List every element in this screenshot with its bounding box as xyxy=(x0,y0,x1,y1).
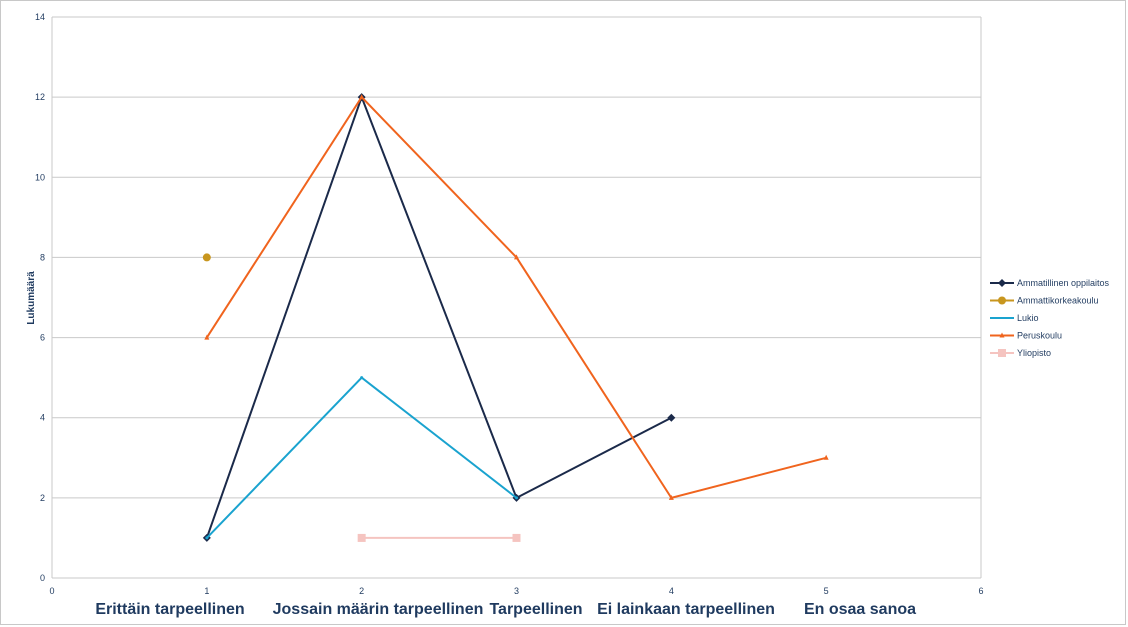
y-axis-label: Lukumäärä xyxy=(26,271,37,325)
series-group xyxy=(202,93,829,542)
category-label: Tarpeellinen xyxy=(489,601,582,618)
legend-item: Lukio xyxy=(990,313,1039,323)
series-lukio xyxy=(205,376,518,540)
legend-item: Peruskoulu xyxy=(990,331,1062,341)
x-axis-ticks: 0 1 2 3 4 5 6 xyxy=(49,586,983,596)
category-label: Jossain määrin tarpeellinen xyxy=(273,601,484,618)
legend-label: Lukio xyxy=(1017,313,1039,323)
data-point xyxy=(359,94,365,100)
y-tick-label: 14 xyxy=(35,12,45,22)
data-point xyxy=(514,254,519,260)
x-tick-label: 4 xyxy=(669,586,674,596)
data-point xyxy=(205,536,209,540)
y-tick-label: 4 xyxy=(40,413,45,423)
series-peruskoulu xyxy=(204,94,829,500)
x-tick-label: 0 xyxy=(49,586,54,596)
data-point xyxy=(823,454,829,460)
y-tick-label: 12 xyxy=(35,92,45,102)
legend-marker xyxy=(998,296,1006,305)
data-point xyxy=(515,496,518,500)
legend-item: Yliopisto xyxy=(990,348,1051,358)
series-ammattikorkeakoulu xyxy=(202,253,211,262)
data-point xyxy=(360,376,364,380)
data-point xyxy=(668,494,674,500)
data-point xyxy=(512,533,521,542)
y-tick-label: 2 xyxy=(40,493,45,503)
data-point xyxy=(204,334,210,340)
x-tick-label: 6 xyxy=(978,586,983,596)
data-point xyxy=(357,533,366,542)
data-point xyxy=(202,253,211,262)
legend: Ammatillinen oppilaitos Ammattikorkeakoul… xyxy=(990,278,1110,358)
data-point xyxy=(667,413,676,422)
series-line xyxy=(205,95,827,500)
series-line xyxy=(206,376,518,539)
y-tick-label: 10 xyxy=(35,172,45,182)
x-tick-label: 1 xyxy=(204,586,209,596)
legend-label: Yliopisto xyxy=(1017,348,1051,358)
category-labels: Erittäin tarpeellinen Jossain määrin tarp… xyxy=(95,601,916,618)
grid-lines xyxy=(51,16,982,579)
legend-marker xyxy=(998,349,1006,357)
legend-item: Ammattikorkeakoulu xyxy=(990,296,1099,306)
category-label: Ei lainkaan tarpeellinen xyxy=(597,601,775,618)
legend-label: Peruskoulu xyxy=(1017,331,1062,341)
x-tick-label: 2 xyxy=(359,586,364,596)
x-tick-label: 5 xyxy=(824,586,829,596)
y-tick-label: 8 xyxy=(40,252,45,262)
legend-item: Ammatillinen oppilaitos xyxy=(990,278,1110,288)
legend-label: Ammattikorkeakoulu xyxy=(1017,296,1099,306)
legend-marker xyxy=(999,332,1005,338)
y-tick-label: 6 xyxy=(40,333,45,343)
x-tick-label: 3 xyxy=(514,586,519,596)
legend-label: Ammatillinen oppilaitos xyxy=(1017,278,1110,288)
y-tick-label: 0 xyxy=(40,573,45,583)
y-axis-ticks: 0 2 4 6 8 10 12 14 xyxy=(35,12,45,583)
series-yliopisto xyxy=(357,533,521,542)
category-label: En osaa sanoa xyxy=(804,601,916,618)
series-ammatillinen-oppilaitos xyxy=(202,93,676,542)
category-label: Erittäin tarpeellinen xyxy=(95,601,244,618)
series-line xyxy=(205,94,672,539)
legend-marker xyxy=(998,279,1006,287)
